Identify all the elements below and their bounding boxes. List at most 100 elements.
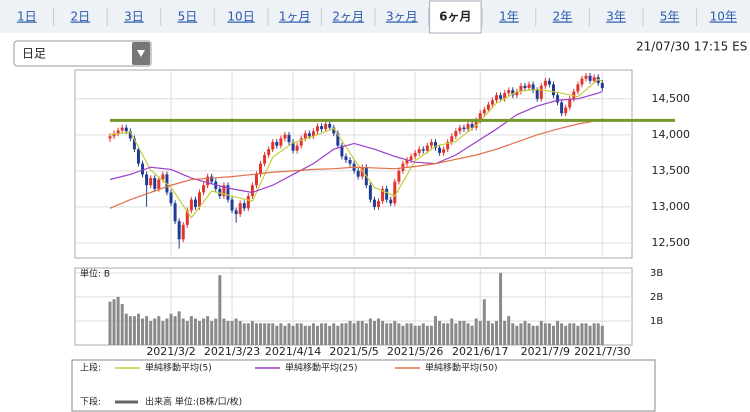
tab[interactable] (108, 3, 160, 31)
volume-bar (588, 325, 592, 345)
volume-bar (405, 323, 409, 345)
volume-bar (193, 318, 197, 345)
volume-bar (206, 316, 210, 345)
candle-body (234, 210, 238, 215)
tab[interactable] (590, 3, 642, 31)
volume-bar (397, 323, 401, 345)
candle-body (592, 77, 596, 81)
candle-body (393, 181, 397, 204)
volume-bar (279, 323, 283, 345)
y-tick-label: 13,000 (652, 200, 691, 213)
tab[interactable] (429, 0, 482, 34)
y-tick-label: 14,000 (652, 128, 691, 141)
tab[interactable] (1, 3, 53, 31)
tab-label[interactable]: 1日 (17, 10, 37, 24)
candle-body (600, 82, 604, 89)
volume-bar (377, 318, 381, 345)
candle-body (149, 178, 153, 186)
tab-label[interactable]: 1ヶ月 (279, 10, 311, 24)
volume-bar (153, 318, 157, 345)
dropdown[interactable]: 日足 (13, 40, 152, 67)
volume-bar (173, 316, 177, 345)
candle-body (254, 174, 258, 186)
volume-bar (507, 316, 511, 345)
volume-bar (315, 325, 319, 345)
tab-label[interactable]: 5年 (660, 10, 680, 24)
legend-label: 単純移動平均(50) (425, 362, 497, 374)
candle-body (511, 90, 515, 96)
tab[interactable] (268, 3, 321, 31)
volume-bar (116, 296, 120, 345)
volume-bar (576, 325, 580, 345)
candle-body (547, 80, 551, 85)
candle-body (588, 75, 592, 81)
candle-body (543, 80, 547, 86)
volume-bar (535, 325, 539, 345)
tab[interactable] (536, 3, 589, 31)
candle-body (551, 84, 555, 96)
candle-body (397, 170, 401, 182)
tab[interactable] (322, 3, 374, 31)
volume-bar (409, 323, 413, 345)
tab-label[interactable]: 3ヶ月 (386, 10, 418, 24)
tab[interactable] (483, 3, 535, 31)
candle-body (360, 167, 364, 177)
volume-bar (145, 316, 149, 345)
candle-body (368, 185, 372, 200)
tab-label[interactable]: 2日 (71, 10, 91, 24)
candle-body (466, 124, 470, 130)
candle-body (332, 127, 336, 134)
tab[interactable] (376, 3, 428, 31)
tab[interactable] (54, 3, 107, 31)
tab[interactable] (215, 3, 267, 31)
candle-body (307, 133, 311, 137)
volume-bar (368, 318, 372, 345)
volume-bar (490, 323, 494, 345)
candle-body (242, 203, 246, 209)
candle-body (482, 109, 486, 114)
volume-bar (438, 320, 442, 345)
volume-bar (230, 320, 234, 345)
tab-label[interactable]: 6ヶ月 (439, 10, 471, 24)
volume-bar (242, 323, 246, 345)
candle-body (267, 149, 271, 155)
x-tick-label: 2021/7/30 (574, 345, 630, 358)
volume-bar (307, 325, 311, 345)
volume-bar (381, 320, 385, 345)
legend-label: 出来高 単位:(B株/口/枚) (145, 396, 242, 408)
candle-body (433, 142, 437, 148)
dropdown-arrow (137, 50, 145, 57)
volume-bar (568, 323, 572, 345)
candle-body (136, 149, 140, 164)
volume-bar (348, 320, 352, 345)
tab-label[interactable]: 5日 (178, 10, 198, 24)
tab-label[interactable]: 10日 (227, 10, 254, 24)
x-tick-label: 2021/5/26 (387, 345, 443, 358)
tab-label[interactable]: 1年 (499, 10, 519, 24)
candle-body (145, 174, 149, 186)
candle-body (206, 176, 210, 186)
tab-label[interactable]: 10年 (710, 10, 737, 24)
tab[interactable] (643, 3, 696, 31)
x-tick-label: 2021/6/17 (452, 345, 508, 358)
volume-bar (478, 320, 482, 345)
tab[interactable] (697, 3, 749, 31)
candle-body (450, 136, 454, 143)
tab-label[interactable]: 2年 (553, 10, 573, 24)
dropdown-box[interactable] (13, 40, 152, 67)
volume-bar (600, 325, 604, 345)
volume-bar (165, 318, 169, 345)
volume-bar (564, 325, 568, 345)
tab-label[interactable]: 2ヶ月 (332, 10, 364, 24)
tab-label[interactable]: 3年 (606, 10, 626, 24)
candle-body (458, 127, 462, 132)
tab[interactable] (161, 3, 214, 31)
volume-bar (108, 301, 112, 345)
volume-bar (324, 323, 328, 345)
volume-bar (385, 323, 389, 345)
volume-bar (332, 323, 336, 345)
candle-body (446, 142, 450, 150)
tab-label[interactable]: 3日 (124, 10, 144, 24)
candle-body (486, 104, 490, 110)
unit-label: 単位: B (80, 268, 110, 280)
